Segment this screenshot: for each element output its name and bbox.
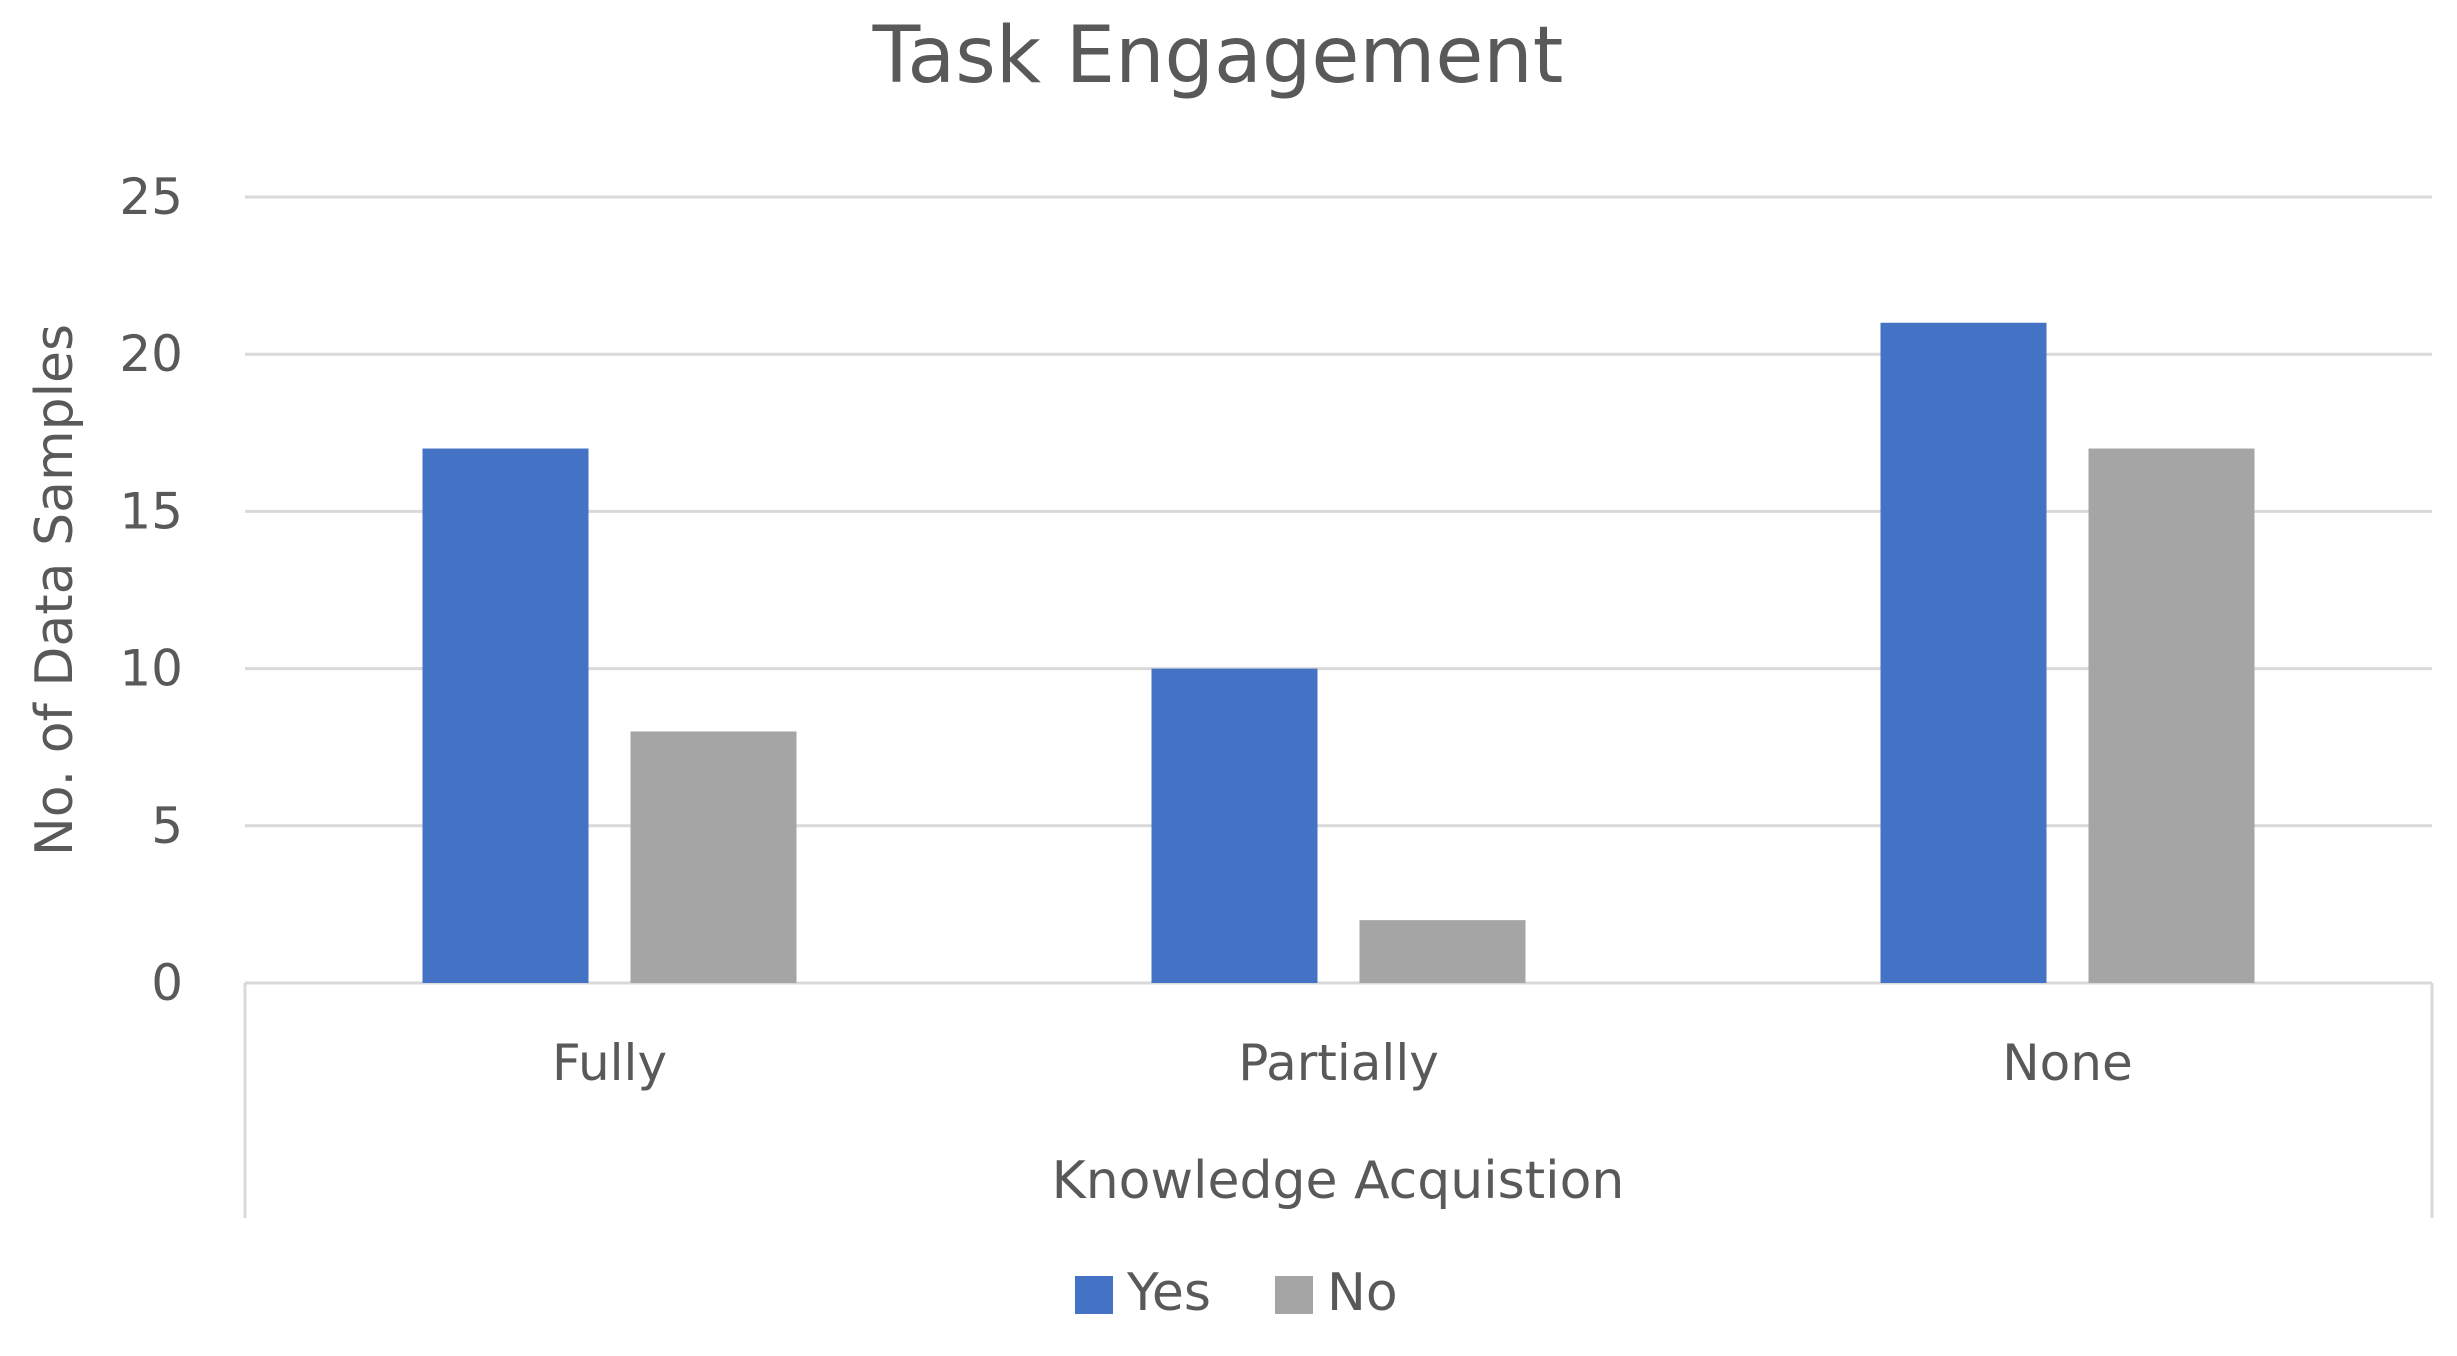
legend-label-yes: Yes <box>1126 1263 1211 1323</box>
bar-no-fully <box>630 731 797 983</box>
x-tick-label: Partially <box>1238 1034 1439 1092</box>
legend-label-no: No <box>1327 1263 1398 1323</box>
y-tick-label: 5 <box>151 797 183 855</box>
bar-no-partially <box>1359 920 1526 983</box>
legend-swatch-no <box>1275 1276 1313 1314</box>
y-axis-ticks: 0 5 10 15 20 25 <box>119 168 183 1012</box>
y-axis-label: No. of Data Samples <box>25 324 85 856</box>
bars <box>422 322 2255 983</box>
bar-no-none <box>2088 448 2255 983</box>
chart-title: Task Engagement <box>872 11 1564 101</box>
y-tick-label: 25 <box>119 168 183 226</box>
legend: Yes No <box>1075 1263 1398 1323</box>
gridlines <box>245 195 2432 828</box>
x-tick-label: Fully <box>552 1034 667 1092</box>
x-tick-label: None <box>2002 1034 2132 1092</box>
legend-swatch-yes <box>1075 1276 1113 1314</box>
bar-yes-partially <box>1151 668 1318 983</box>
bar-yes-fully <box>422 448 589 983</box>
y-tick-label: 10 <box>119 640 183 698</box>
y-tick-label: 20 <box>119 325 183 383</box>
bar-yes-none <box>1880 322 2047 983</box>
x-axis-label: Knowledge Acquistion <box>1052 1151 1625 1211</box>
x-axis-frame <box>243 981 2434 1218</box>
y-tick-label: 15 <box>119 482 183 540</box>
y-tick-label: 0 <box>151 954 183 1012</box>
x-axis-category-labels: Fully Partially None <box>552 1034 2133 1092</box>
